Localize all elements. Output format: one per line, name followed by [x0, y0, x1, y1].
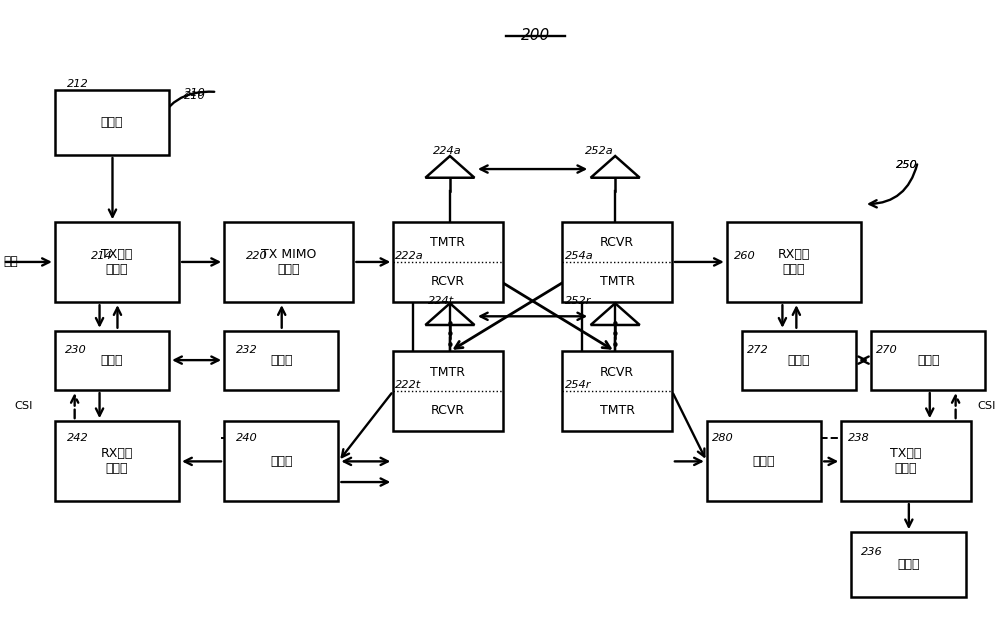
FancyBboxPatch shape — [727, 222, 861, 302]
Text: RX数据
处理器: RX数据 处理器 — [101, 447, 133, 475]
Text: 224t: 224t — [428, 296, 454, 306]
Text: 存储器: 存储器 — [788, 354, 810, 367]
FancyBboxPatch shape — [224, 421, 338, 501]
Text: 260: 260 — [734, 250, 755, 261]
Text: CSI: CSI — [978, 401, 996, 410]
FancyBboxPatch shape — [55, 421, 179, 501]
Text: •: • — [611, 339, 620, 353]
Text: TX MIMO
处理器: TX MIMO 处理器 — [261, 248, 316, 276]
Text: 230: 230 — [65, 345, 86, 355]
FancyBboxPatch shape — [851, 532, 966, 596]
Text: 222t: 222t — [395, 380, 421, 390]
Text: •: • — [611, 318, 620, 333]
Text: 调制器: 调制器 — [753, 454, 775, 467]
Text: 导频: 导频 — [3, 255, 18, 268]
Text: 242: 242 — [67, 433, 88, 443]
Text: 232: 232 — [236, 345, 258, 355]
Text: TMTR: TMTR — [600, 275, 635, 288]
Text: 250: 250 — [896, 161, 918, 171]
Text: CSI: CSI — [14, 401, 32, 410]
Text: TX数据
处理器: TX数据 处理器 — [101, 248, 133, 276]
Text: 240: 240 — [236, 433, 258, 443]
Text: 210: 210 — [184, 91, 206, 100]
Text: 254a: 254a — [565, 250, 594, 261]
Text: 解调器: 解调器 — [270, 454, 292, 467]
Text: 236: 236 — [861, 547, 883, 557]
Text: TX数据
处理器: TX数据 处理器 — [890, 447, 922, 475]
FancyBboxPatch shape — [55, 222, 179, 302]
FancyBboxPatch shape — [224, 222, 353, 302]
FancyBboxPatch shape — [742, 330, 856, 390]
Text: TMTR: TMTR — [430, 366, 465, 379]
Text: 252r: 252r — [565, 296, 592, 306]
Text: •: • — [446, 329, 454, 343]
Text: RCVR: RCVR — [431, 275, 465, 288]
Text: 254r: 254r — [565, 380, 592, 390]
Text: RCVR: RCVR — [431, 404, 465, 417]
Text: 处理器: 处理器 — [101, 354, 123, 367]
Text: 处理器: 处理器 — [917, 354, 940, 367]
Text: 214: 214 — [91, 250, 112, 261]
Text: 270: 270 — [876, 345, 898, 355]
FancyBboxPatch shape — [55, 330, 169, 390]
Text: 220: 220 — [246, 250, 268, 261]
Text: •: • — [611, 329, 620, 343]
Text: 250: 250 — [896, 161, 918, 171]
Text: 210: 210 — [184, 88, 206, 98]
FancyBboxPatch shape — [393, 352, 503, 432]
Text: RCVR: RCVR — [600, 366, 634, 379]
Text: 数据源: 数据源 — [101, 116, 123, 129]
FancyBboxPatch shape — [841, 421, 971, 501]
Text: TMTR: TMTR — [600, 404, 635, 417]
Text: 252a: 252a — [585, 146, 614, 156]
Text: RCVR: RCVR — [600, 236, 634, 249]
Text: •: • — [446, 339, 454, 353]
FancyBboxPatch shape — [55, 91, 169, 155]
Text: 224a: 224a — [433, 146, 462, 156]
Text: TMTR: TMTR — [430, 236, 465, 249]
Text: 212: 212 — [67, 79, 88, 89]
FancyBboxPatch shape — [393, 222, 503, 302]
FancyBboxPatch shape — [224, 330, 338, 390]
Text: 272: 272 — [747, 345, 768, 355]
Text: 数据源: 数据源 — [897, 558, 920, 571]
Text: 222a: 222a — [395, 250, 424, 261]
FancyBboxPatch shape — [562, 352, 672, 432]
Text: RX数据
处理器: RX数据 处理器 — [778, 248, 810, 276]
Text: 存储器: 存储器 — [270, 354, 292, 367]
FancyBboxPatch shape — [707, 421, 821, 501]
Text: 200: 200 — [521, 29, 550, 43]
FancyBboxPatch shape — [562, 222, 672, 302]
Text: 280: 280 — [712, 433, 733, 443]
Text: •: • — [446, 318, 454, 333]
FancyBboxPatch shape — [871, 330, 985, 390]
Text: 238: 238 — [848, 433, 870, 443]
